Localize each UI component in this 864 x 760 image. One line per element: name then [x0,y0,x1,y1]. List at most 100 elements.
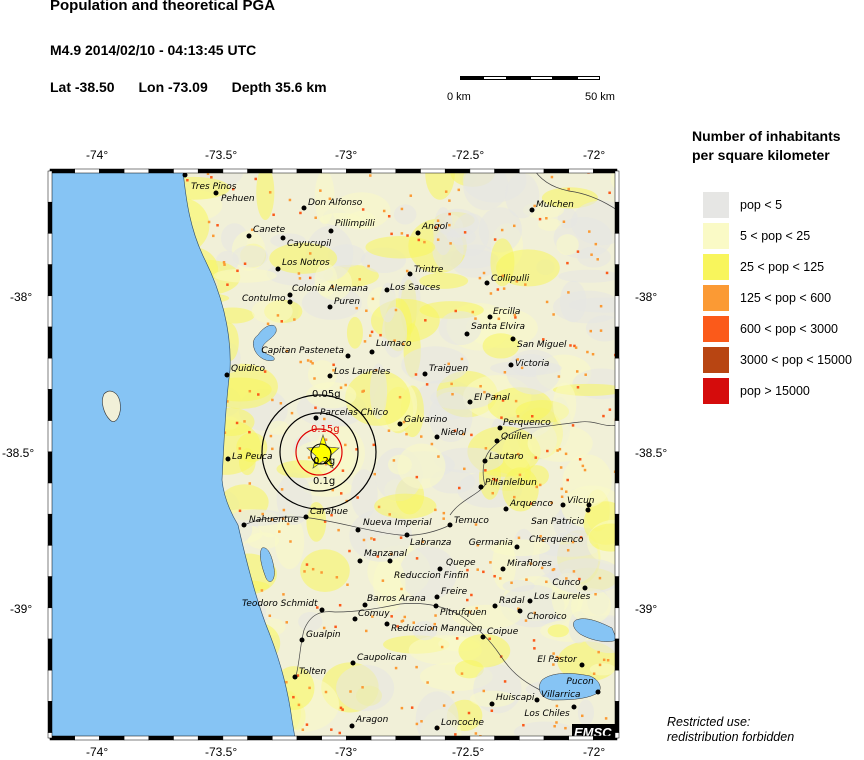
density-cell [586,350,589,354]
density-cell [436,238,440,241]
usage-note-line2: redistribution forbidden [667,730,795,744]
border-tick [614,295,620,328]
density-cell [514,316,517,319]
town-marker [447,522,453,528]
density-cell [453,429,457,433]
density-cell [583,468,587,472]
density-cell [448,199,451,202]
town-marker [182,172,188,178]
density-cell [492,477,495,481]
density-cell [448,212,451,216]
density-cell [555,655,559,659]
town-label: Los Notros [282,258,330,268]
border-tick [47,576,53,609]
density-patch [401,346,470,384]
density-cell [576,386,580,389]
density-cell [344,383,347,387]
density-cell [598,663,602,667]
density-cell [592,672,596,675]
density-cell [223,263,226,266]
density-cell [281,517,285,520]
town-label: Los Chiles [524,709,570,719]
town-marker [287,299,293,305]
town-label: Lautaro [489,452,524,462]
border-tick [420,168,446,174]
town-label: Traiguen [429,364,468,374]
border-tick [222,168,248,174]
border-tick [296,168,322,174]
density-cell [349,690,352,693]
density-patch [438,310,482,346]
density-cell [476,543,480,547]
density-cell [442,517,445,520]
border-tick [247,735,273,741]
density-cell [564,726,567,730]
event-lat: Lat -38.50 [50,79,115,95]
density-cell [298,277,302,280]
density-cell [430,627,434,630]
town-marker [571,704,577,710]
town-label: Santa Elvira [471,322,525,332]
density-cell [226,400,229,403]
density-cell [409,194,413,197]
density-cell [412,621,415,624]
density-patch [527,424,593,462]
density-cell [457,188,461,192]
density-cell [599,304,603,308]
density-patch [369,363,388,420]
town-marker [241,522,247,528]
town-label: Mulchen [536,200,574,210]
town-label: Manzanal [364,549,407,559]
density-patch [538,218,563,231]
density-cell [497,317,501,321]
density-patch [314,263,338,297]
density-cell [531,415,534,418]
density-cell [450,382,453,386]
density-cell [313,377,316,380]
scale-bar [460,76,600,82]
density-cell [370,330,374,334]
density-patch [490,360,562,376]
town-marker [489,701,495,707]
town-marker [225,456,231,462]
density-cell [268,614,272,618]
density-patch [399,546,457,601]
density-cell [474,317,477,320]
town-marker [482,458,488,464]
border-tick [614,576,620,609]
density-patch [412,621,438,641]
town-marker [534,697,540,703]
density-cell [415,665,418,669]
density-cell [566,549,570,552]
density-cell [296,674,300,677]
density-cell [545,580,548,584]
border-tick [543,735,569,741]
density-cell [493,574,496,578]
contour-0.05g [261,394,377,510]
density-cell [257,393,260,396]
density-cell [594,592,597,596]
town-label: Capitan Pasteneta [261,346,344,356]
contour-label-0.2g: 0.2g [313,456,335,467]
density-cell [238,509,242,513]
density-patch [373,556,406,613]
event-lon: Lon -73.09 [138,79,208,95]
density-cell [382,209,386,213]
contour-0.15g [295,428,343,476]
town-marker [345,353,351,359]
density-patch [556,234,579,256]
town-marker [404,532,410,538]
border-tick [173,168,199,174]
density-cell [328,197,332,201]
density-cell [263,370,267,373]
event-depth: Depth 35.6 km [231,79,327,95]
border-tick [99,168,125,174]
density-cell [490,709,494,713]
density-cell [372,538,376,541]
density-cell [323,520,327,523]
lon-tick-label: -73° [335,148,358,162]
lat-tick-label: -39° [10,602,33,616]
density-cell [437,455,440,458]
density-cell [558,447,562,451]
